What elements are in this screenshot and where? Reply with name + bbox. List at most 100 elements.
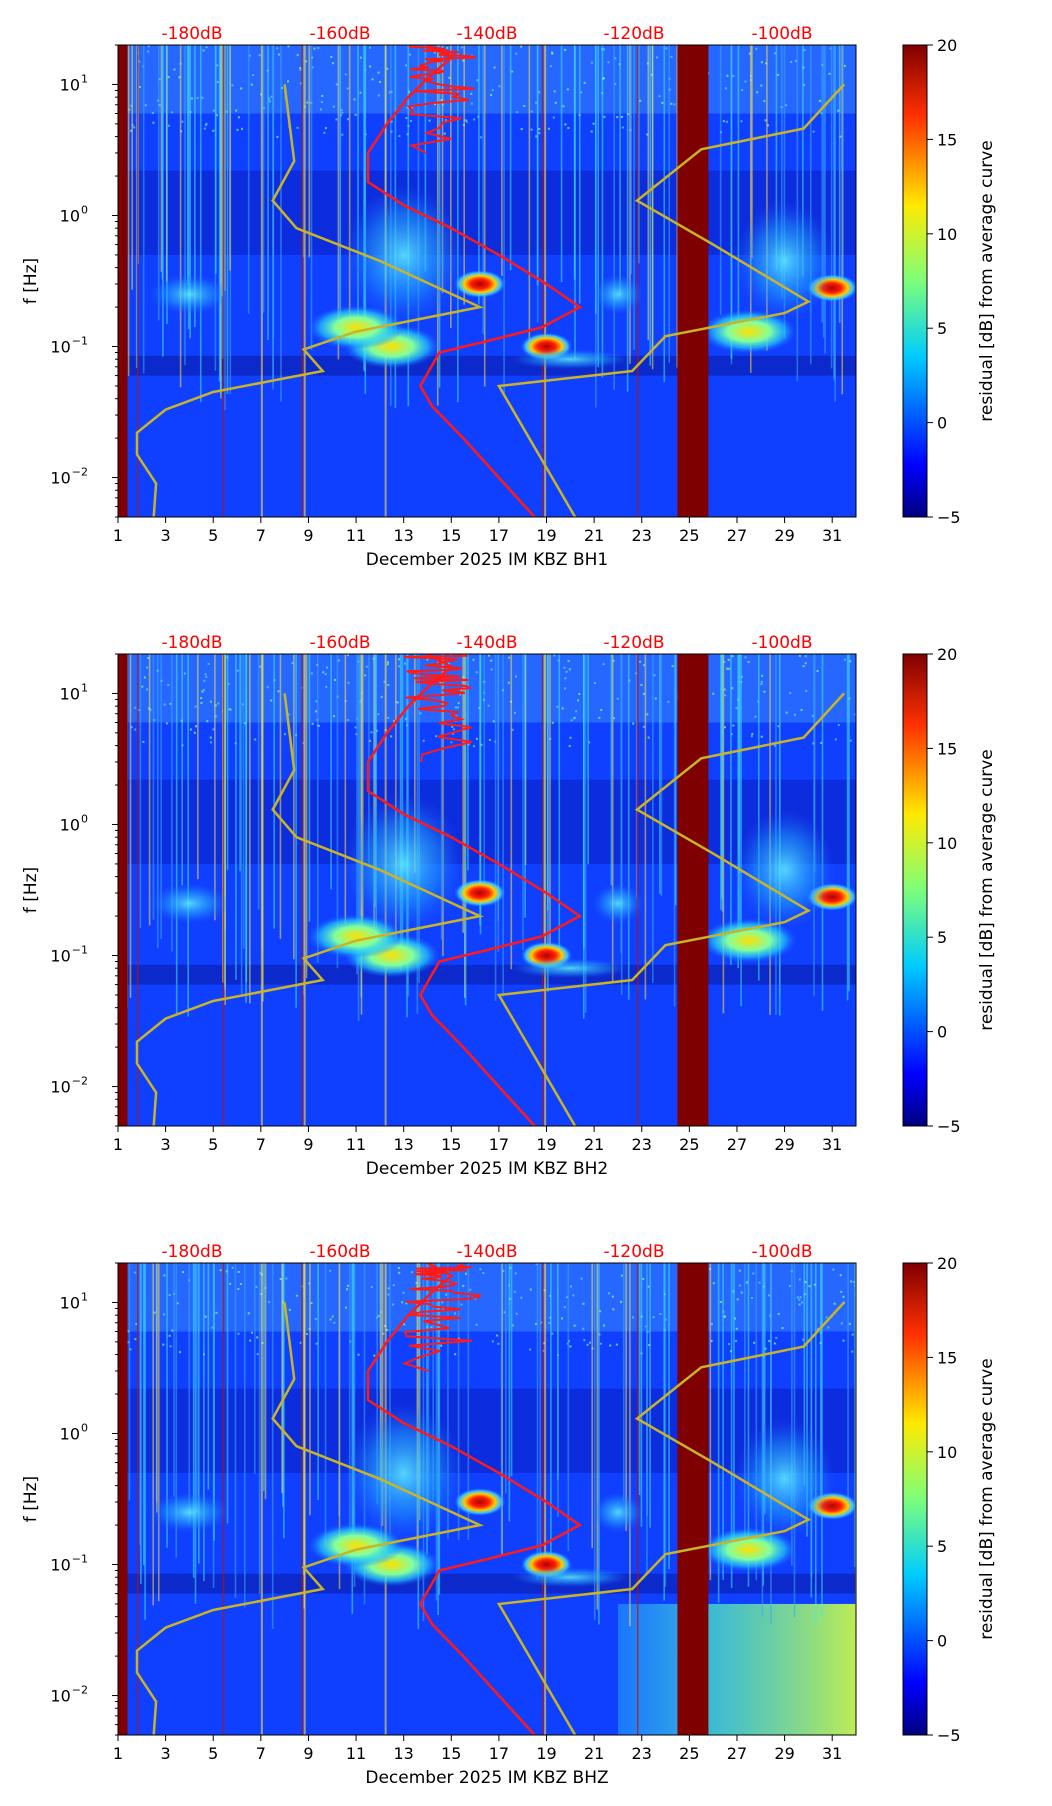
x-tick-label: 5 [208, 526, 218, 545]
db-scale-label: -120dB [603, 633, 664, 653]
x-tick-label: 1 [113, 1744, 123, 1763]
high-noise-model-curve [496, 692, 846, 1126]
data-gap [118, 45, 128, 517]
average-psd-curve-detail [406, 45, 476, 154]
x-tick-label: 21 [584, 1135, 604, 1154]
panel-bh1: 1 3 5 7 9 11 13 15 17 19 21 23 25 27 29 3110110010−110−… [21, 24, 997, 570]
y-tick-label: 101 [60, 1290, 88, 1312]
x-axis-label: December 2025 IM KBZ BH2 [366, 1159, 608, 1179]
y-axis-label: f [Hz] [21, 1476, 41, 1522]
colorbar-label: residual [dB] from average curve [977, 749, 997, 1030]
db-scale-label: -180dB [161, 1242, 222, 1262]
db-scale-label: -120dB [603, 24, 664, 44]
x-tick-label: 31 [822, 526, 842, 545]
colorbar-label: residual [dB] from average curve [977, 140, 997, 421]
y-tick-label: 10−2 [50, 1684, 88, 1706]
noise-cloud [592, 274, 643, 315]
colorbar-tick-label: 5 [937, 1537, 947, 1556]
x-tick-label: 9 [303, 526, 313, 545]
data-gap [118, 1263, 128, 1735]
colorbar: 20 15 10 5 0 −5 residual [dB] from average cur… [902, 1254, 997, 1745]
x-tick-label: 27 [727, 1135, 747, 1154]
spectrogram [118, 654, 856, 1126]
event-blob [453, 269, 506, 298]
colorbar-tick-label: −5 [937, 1117, 961, 1136]
x-tick-label: 25 [679, 1744, 699, 1763]
high-noise-model-curve [496, 83, 846, 517]
event-blob [700, 1527, 797, 1572]
db-scale-label: -140dB [456, 1242, 517, 1262]
y-tick-label: 10−2 [50, 1075, 88, 1097]
y-tick-label: 10−1 [50, 335, 88, 357]
x-tick-label: 5 [208, 1744, 218, 1763]
db-scale-label: -160dB [309, 24, 370, 44]
x-tick-label: 27 [727, 1744, 747, 1763]
noise-cloud [510, 958, 631, 979]
x-tick-label: 13 [393, 1135, 413, 1154]
y-tick-label: 10−1 [50, 944, 88, 966]
x-tick-label: 1 [113, 1135, 123, 1154]
colorbar-tick-label: 15 [937, 130, 957, 149]
x-tick-label: 29 [774, 526, 794, 545]
x-tick-label: 19 [536, 1135, 556, 1154]
average-psd-curve-detail [403, 654, 473, 763]
colorbar-tick-label: 5 [937, 928, 947, 947]
x-tick-label: 31 [822, 1744, 842, 1763]
event-blob [453, 1487, 506, 1516]
noise-cloud [510, 349, 631, 370]
y-tick-label: 100 [60, 203, 88, 225]
event-blob [453, 878, 506, 907]
x-tick-label: 9 [303, 1135, 313, 1154]
colorbar-tick-label: 0 [937, 414, 947, 433]
x-tick-label: 23 [632, 1135, 652, 1154]
db-scale-label: -180dB [161, 24, 222, 44]
x-tick-label: 21 [584, 526, 604, 545]
x-tick-label: 25 [679, 1135, 699, 1154]
x-tick-label: 5 [208, 1135, 218, 1154]
x-tick-label: 3 [161, 1744, 171, 1763]
x-tick-label: 31 [822, 1135, 842, 1154]
spectrogram [118, 1263, 856, 1735]
colorbar-tick-label: 20 [937, 645, 957, 664]
x-tick-label: 17 [489, 526, 509, 545]
db-scale-label: -180dB [161, 633, 222, 653]
x-tick-label: 15 [441, 526, 461, 545]
x-tick-label: 29 [774, 1135, 794, 1154]
colorbar-tick-label: 10 [937, 834, 957, 853]
average-psd-curve [366, 654, 583, 1126]
x-tick-label: 21 [584, 1744, 604, 1763]
average-psd-curve [366, 1263, 583, 1735]
low-noise-model-curve [135, 84, 484, 517]
event-blob [700, 309, 797, 354]
x-tick-label: 17 [489, 1744, 509, 1763]
colorbar: 20 15 10 5 0 −5 residual [dB] from average cur… [902, 36, 997, 527]
panel-bh2: 1 3 5 7 9 11 13 15 17 19 21 23 25 27 29 3110110010−110−… [21, 633, 997, 1179]
event-blob [700, 918, 797, 963]
y-tick-label: 100 [60, 812, 88, 834]
y-tick-label: 10−1 [50, 1553, 88, 1575]
x-tick-label: 11 [346, 1135, 366, 1154]
x-tick-label: 9 [303, 1744, 313, 1763]
colorbar-tick-label: 5 [937, 319, 947, 338]
y-axis-label: f [Hz] [21, 867, 41, 913]
high-noise-model-curve [496, 1301, 846, 1735]
colorbar-tick-label: 15 [937, 1348, 957, 1367]
spectrogram [118, 45, 856, 517]
noise-cloud [734, 809, 835, 930]
panel-bhz: 1 3 5 7 9 11 13 15 17 19 21 23 25 27 29 3110110010−110−… [21, 1242, 997, 1788]
low-noise-model-curve [135, 693, 484, 1126]
colorbar-gradient [902, 44, 928, 518]
colorbar-tick-label: 0 [937, 1023, 947, 1042]
x-tick-label: 29 [774, 1744, 794, 1763]
x-tick-label: 7 [256, 1135, 266, 1154]
colorbar-tick-label: 10 [937, 1443, 957, 1462]
x-axis-label: December 2025 IM KBZ BHZ [365, 1768, 608, 1788]
colorbar-gradient [902, 653, 928, 1127]
x-tick-label: 7 [256, 526, 266, 545]
average-psd-curve-detail [401, 1263, 482, 1372]
db-scale-label: -100dB [751, 24, 812, 44]
colorbar-tick-label: 0 [937, 1632, 947, 1651]
plot-frame [117, 653, 857, 1127]
y-axis-label: f [Hz] [21, 258, 41, 304]
db-scale-label: -160dB [309, 633, 370, 653]
